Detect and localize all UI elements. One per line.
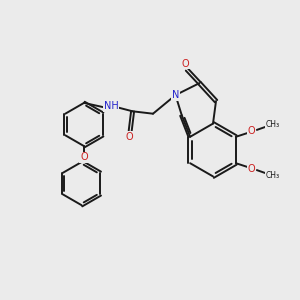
Text: N: N — [172, 90, 179, 100]
Text: NH: NH — [103, 101, 118, 111]
Text: CH₃: CH₃ — [266, 171, 280, 180]
Text: O: O — [126, 132, 134, 142]
Text: O: O — [80, 152, 88, 163]
Text: CH₃: CH₃ — [266, 120, 280, 129]
Text: O: O — [248, 126, 255, 136]
Text: O: O — [182, 58, 189, 69]
Text: O: O — [248, 164, 255, 174]
